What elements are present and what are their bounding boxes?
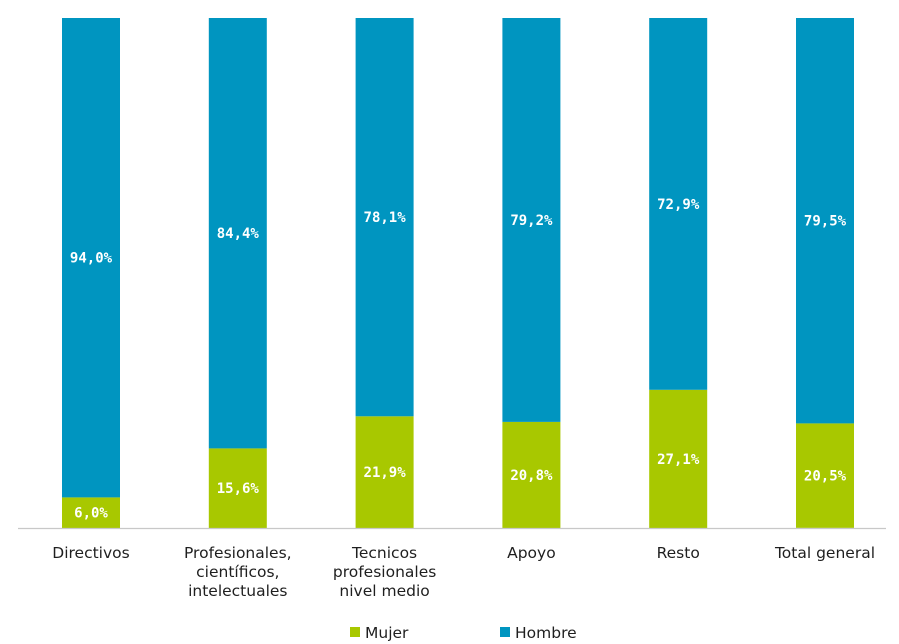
data-label-mujer-3: 20,8% bbox=[510, 468, 553, 484]
data-label-hombre-1: 84,4% bbox=[217, 226, 260, 242]
data-label-hombre-3: 79,2% bbox=[510, 213, 553, 229]
category-label-1-line-1: científicos, bbox=[196, 563, 279, 581]
category-labels-group: Directivos Profesionales,científicos,inte… bbox=[52, 544, 875, 600]
bar-mujer-0 bbox=[62, 497, 120, 528]
bar-mujer-3 bbox=[502, 421, 561, 528]
category-label-3-line-0: Apoyo bbox=[507, 544, 556, 562]
data-label-mujer-2: 21,9% bbox=[364, 465, 407, 481]
bar-mujer-4 bbox=[649, 389, 708, 528]
bar-mujer-1 bbox=[208, 448, 267, 528]
bar-hombre-1 bbox=[208, 18, 267, 449]
data-label-hombre-2: 78,1% bbox=[364, 210, 407, 226]
category-label-2-line-1: profesionales bbox=[333, 563, 436, 581]
bar-hombre-0 bbox=[62, 18, 120, 498]
data-label-hombre-0: 94,0% bbox=[70, 251, 113, 267]
category-label-1-line-0: Profesionales, bbox=[184, 544, 292, 562]
data-labels-group: 6,0% 94,0% 15,6% 84,4% 21,9% 78,1% 20,8% 79,2% 2… bbox=[70, 197, 847, 522]
category-label-2-line-2: nivel medio bbox=[339, 582, 429, 600]
legend-swatch-hombre bbox=[500, 627, 510, 637]
data-label-mujer-0: 6,0% bbox=[74, 506, 108, 522]
legend-label-hombre: Hombre bbox=[515, 624, 577, 642]
data-label-mujer-5: 20,5% bbox=[804, 469, 847, 485]
category-label-2-line-0: Tecnicos bbox=[351, 544, 417, 562]
data-label-mujer-4: 27,1% bbox=[657, 452, 700, 468]
data-label-mujer-1: 15,6% bbox=[217, 481, 260, 497]
data-label-hombre-5: 79,5% bbox=[804, 214, 847, 230]
data-label-hombre-4: 72,9% bbox=[657, 197, 700, 213]
category-label-5-line-0: Total general bbox=[774, 544, 875, 562]
bar-hombre-3 bbox=[502, 18, 561, 422]
category-label-0-line-0: Directivos bbox=[52, 544, 129, 562]
bar-mujer-5 bbox=[796, 423, 854, 528]
legend: Mujer Hombre bbox=[350, 624, 577, 642]
bar-hombre-2 bbox=[355, 18, 414, 417]
bar-hombre-4 bbox=[649, 18, 708, 390]
category-label-1-line-2: intelectuales bbox=[188, 582, 287, 600]
bar-mujer-2 bbox=[355, 416, 414, 528]
bars-group bbox=[62, 18, 854, 528]
category-label-4-line-0: Resto bbox=[657, 544, 700, 562]
bar-hombre-5 bbox=[796, 18, 854, 424]
legend-swatch-mujer bbox=[350, 627, 360, 637]
legend-label-mujer: Mujer bbox=[365, 624, 409, 642]
